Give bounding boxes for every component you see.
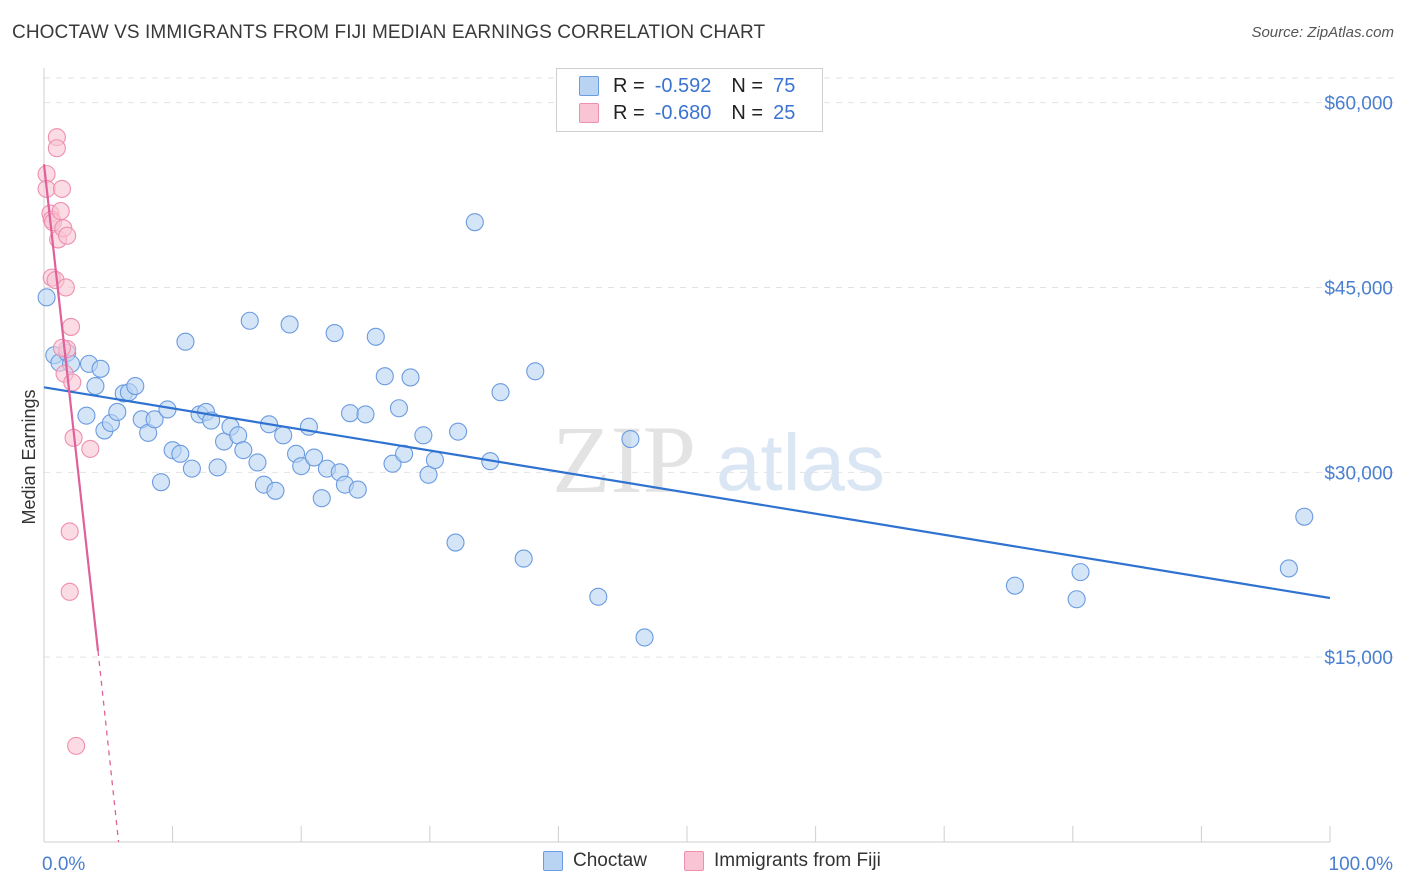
choctaw-point xyxy=(375,367,394,386)
series-choctaw-points xyxy=(37,213,1314,647)
choctaw-point xyxy=(366,327,385,346)
choctaw-point xyxy=(86,377,105,396)
legend-n-value: 25 xyxy=(773,101,796,124)
bottom-legend-fiji-label: Immigrants from Fiji xyxy=(714,850,881,871)
fiji-point xyxy=(63,373,82,392)
legend-row-fiji: R = -0.680 N = 25 xyxy=(579,100,795,126)
choctaw-point xyxy=(248,453,267,472)
choctaw-point xyxy=(325,324,344,343)
fiji-point xyxy=(61,317,81,336)
choctaw-point xyxy=(401,368,420,387)
choctaw-point xyxy=(266,481,285,500)
y-tick-label: $60,000 xyxy=(1324,94,1393,115)
choctaw-point xyxy=(449,422,468,441)
legend-row-choctaw: R = -0.592 N = 75 xyxy=(579,73,795,99)
choctaw-point xyxy=(356,405,375,424)
fiji-point xyxy=(56,278,75,297)
choctaw-point xyxy=(292,457,311,476)
choctaw-point xyxy=(145,410,164,429)
choctaw-point xyxy=(208,458,227,477)
fiji-point xyxy=(51,202,70,221)
watermark-zip: ZIP xyxy=(552,406,696,513)
choctaw-point xyxy=(240,311,259,330)
fiji-point xyxy=(60,522,79,541)
legend-swatch-choctaw xyxy=(579,76,599,96)
bottom-legend-choctaw: Choctaw xyxy=(543,850,647,872)
choctaw-point xyxy=(341,404,360,423)
legend-r-label: R = xyxy=(613,74,645,97)
choctaw-point xyxy=(425,450,444,470)
choctaw-point xyxy=(383,454,402,473)
choctaw-point xyxy=(446,533,465,552)
choctaw-point xyxy=(635,628,654,647)
bottom-swatch-fiji xyxy=(684,851,704,871)
series-fiji-points xyxy=(37,128,100,755)
grid-lines xyxy=(44,77,1394,658)
bottom-legend-fiji: Immigrants from Fiji xyxy=(684,850,881,872)
choctaw-point xyxy=(621,430,640,449)
legend-n-label: N = xyxy=(731,74,764,97)
choctaw-point xyxy=(176,332,195,351)
choctaw-point xyxy=(1295,507,1314,526)
choctaw-point xyxy=(234,441,253,460)
bottom-legend-choctaw-label: Choctaw xyxy=(573,850,647,871)
legend-swatch-fiji xyxy=(579,103,599,123)
choctaw-point xyxy=(91,359,110,378)
choctaw-point xyxy=(465,213,484,232)
choctaw-point xyxy=(126,377,145,396)
x-tick-labels: 0.0% 100.0% xyxy=(42,854,1393,875)
y-tick-labels: $15,000 $30,000 $45,000 $60,000 xyxy=(1324,94,1393,670)
choctaw-point xyxy=(1067,590,1086,609)
choctaw-point xyxy=(348,480,367,499)
fiji-point xyxy=(60,582,79,601)
choctaw-point xyxy=(1005,576,1024,595)
legend-n-value: 75 xyxy=(773,74,796,97)
choctaw-point xyxy=(389,399,408,418)
choctaw-trend-line xyxy=(43,386,1331,600)
choctaw-point xyxy=(37,288,56,307)
choctaw-point xyxy=(491,383,510,402)
choctaw-point xyxy=(77,406,96,425)
choctaw-point xyxy=(1071,563,1090,582)
choctaw-point xyxy=(305,448,324,467)
legend-r-value: -0.680 xyxy=(654,101,712,124)
choctaw-point xyxy=(1279,559,1298,578)
choctaw-point xyxy=(274,426,293,445)
choctaw-point xyxy=(280,315,299,334)
legend-r-label: R = xyxy=(613,101,645,124)
legend-r-value: -0.592 xyxy=(654,74,712,97)
x-tick-label-min: 0.0% xyxy=(42,854,85,875)
choctaw-point xyxy=(312,489,331,508)
choctaw-point xyxy=(108,402,127,421)
choctaw-point xyxy=(414,426,433,445)
fiji-point xyxy=(52,179,72,198)
choctaw-point xyxy=(589,587,608,606)
fiji-point xyxy=(47,139,66,158)
choctaw-point xyxy=(526,362,545,381)
y-tick-label: $30,000 xyxy=(1324,463,1393,484)
fiji-point xyxy=(58,226,77,245)
fiji-trend-line xyxy=(42,164,100,652)
choctaw-point xyxy=(514,549,533,568)
y-tick-label: $15,000 xyxy=(1324,648,1393,669)
fiji-point xyxy=(67,736,86,755)
y-axis-title: Median Earnings xyxy=(19,389,39,524)
source-credit: Source: ZipAtlas.com xyxy=(1251,24,1394,41)
y-tick-label: $45,000 xyxy=(1324,278,1393,299)
trend-lines xyxy=(42,164,1331,843)
chart-title: CHOCTAW VS IMMIGRANTS FROM FIJI MEDIAN E… xyxy=(12,22,766,43)
fiji-point xyxy=(81,439,100,458)
choctaw-point xyxy=(171,444,190,463)
x-tick-label-max: 100.0% xyxy=(1329,854,1394,875)
bottom-swatch-choctaw xyxy=(543,851,563,871)
choctaw-point xyxy=(151,473,171,492)
watermark-atlas: atlas xyxy=(716,418,885,507)
fiji-point xyxy=(52,338,72,357)
legend-n-label: N = xyxy=(731,101,764,124)
correlation-legend: R = -0.592 N = 75 R = -0.680 N = 25 xyxy=(556,68,823,132)
fiji-trend-line-extension xyxy=(97,650,120,843)
choctaw-point xyxy=(182,459,201,478)
